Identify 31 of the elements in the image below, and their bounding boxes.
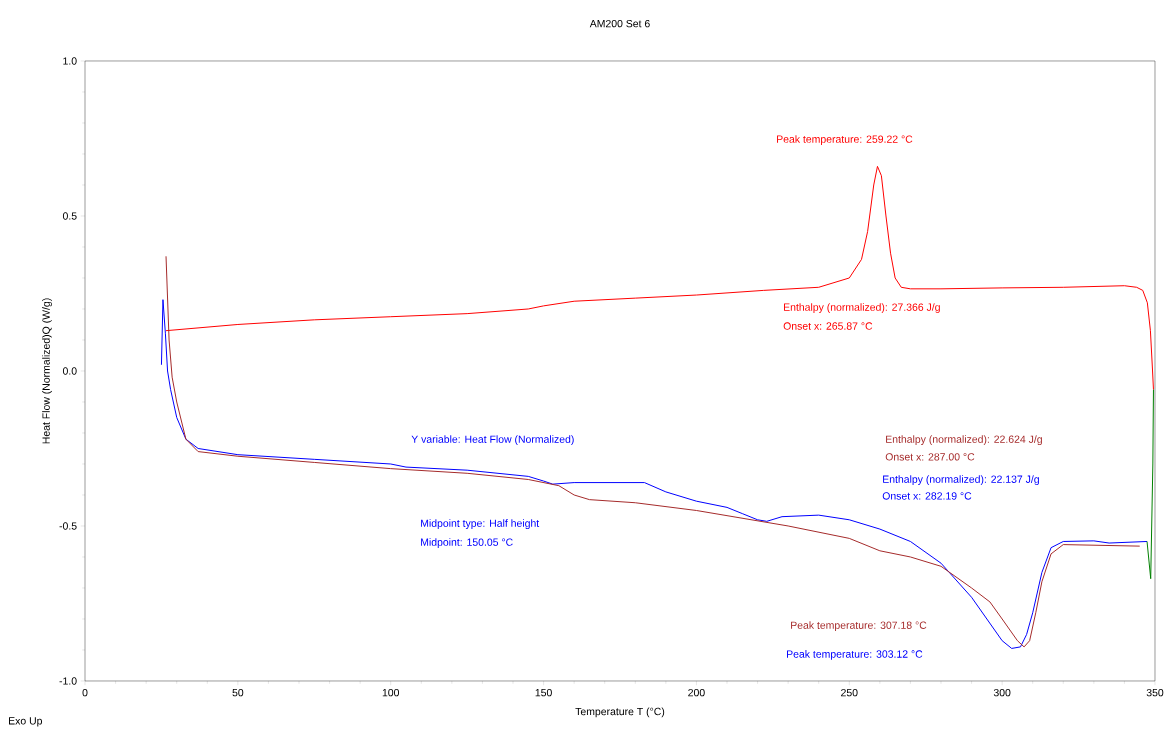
annotation: Enthalpy (normalized): 22.137 J/g: [883, 475, 1039, 485]
x-tick-label: 300: [993, 688, 1011, 697]
chart-title: AM200 Set 6: [589, 19, 650, 28]
x-tick-label: 150: [535, 688, 552, 697]
text: Exo Up: [9, 717, 43, 727]
annotation: Midpoint: 150.05 °C: [421, 538, 513, 548]
line-series: [165, 165, 1154, 391]
annotation: Onset x: 282.19 °C: [882, 492, 972, 500]
x-tick-label: 50: [232, 688, 244, 697]
y-tick-label: 0.5: [62, 212, 77, 220]
y-tick-label: -1.0: [59, 677, 77, 685]
y-tick-label: 1.0: [63, 57, 77, 65]
x-tick-label: 350: [1146, 688, 1164, 697]
annotation: Midpoint type: Half height: [421, 519, 540, 529]
x-axis-title: Temperature T (°C): [575, 707, 665, 718]
annotation: Onset x: 287.00 °C: [885, 453, 975, 461]
x-tick-label: 200: [688, 688, 705, 697]
x-tick-label: 250: [841, 688, 858, 697]
x-tick-label: 0: [82, 688, 88, 697]
y-tick-label: -0.5: [59, 522, 77, 530]
y-tick-label: 0.0: [62, 367, 77, 375]
annotation: Peak temperature: 259.22 °C: [777, 135, 913, 145]
annotation: Peak temperature: 307.18 °C: [791, 621, 927, 631]
annotation: Onset x: 265.87 °C: [783, 322, 873, 330]
annotation: Enthalpy (normalized): 27.366 J/g: [784, 303, 940, 313]
annotation: Peak temperature: 303.12 °C: [787, 650, 923, 660]
line-series: [1146, 389, 1154, 580]
annotation: Enthalpy (normalized): 22.624 J/g: [886, 435, 1042, 445]
x-tick-label: 100: [382, 688, 400, 697]
annotation: Y variable: Heat Flow (Normalized): [411, 435, 574, 445]
y-axis-title: Heat Flow (Normalized)Q (W/g): [42, 298, 52, 444]
